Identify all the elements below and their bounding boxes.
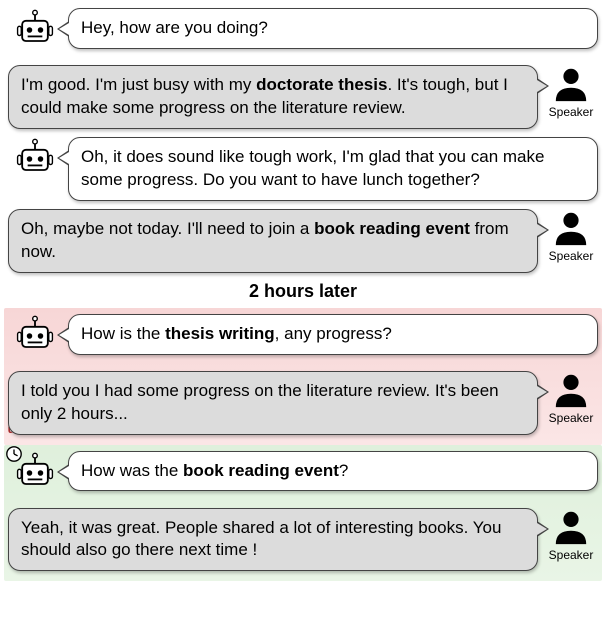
variant-time-unaware: Time unaware ✗ How is the thesis writing…: [4, 308, 602, 445]
speaker-bubble: Yeah, it was great. People shared a lot …: [8, 508, 538, 572]
speaker-bubble: Oh, maybe not today. I'll need to join a…: [8, 209, 538, 273]
bubble-text: How was the book reading event?: [81, 461, 348, 480]
turn-row: Oh, it does sound like tough work, I'm g…: [8, 137, 598, 201]
turn-row: Hey, how are you doing?: [8, 8, 598, 57]
variant-time-aware: Time aware ✓ How was the book reading ev…: [4, 445, 602, 582]
bot-avatar: [8, 451, 62, 500]
speaker-avatar: Speaker: [544, 65, 598, 119]
bot-avatar: [8, 8, 62, 57]
person-icon: [552, 209, 590, 247]
robot-icon: [13, 137, 57, 181]
speaker-label: Speaker: [549, 411, 594, 425]
speaker-label: Speaker: [549, 105, 594, 119]
bot-avatar: [8, 314, 62, 363]
turn-row: Speaker Yeah, it was great. People share…: [8, 508, 598, 572]
speaker-avatar: Speaker: [544, 209, 598, 263]
bubble-text: Hey, how are you doing?: [81, 18, 268, 37]
turn-row: Speaker I told you I had some progress o…: [8, 371, 598, 435]
bubble-text: Yeah, it was great. People shared a lot …: [21, 518, 501, 560]
turn-row: How was the book reading event?: [8, 451, 598, 500]
bubble-text: Oh, maybe not today. I'll need to join a…: [21, 219, 509, 261]
speaker-label: Speaker: [549, 249, 594, 263]
dialogue-main: Hey, how are you doing? Speaker I'm good…: [8, 8, 598, 273]
bot-bubble: How was the book reading event?: [68, 451, 598, 492]
bot-bubble: Oh, it does sound like tough work, I'm g…: [68, 137, 598, 201]
speaker-bubble: I told you I had some progress on the li…: [8, 371, 538, 435]
speaker-avatar: Speaker: [544, 371, 598, 425]
time-gap-label: 2 hours later: [8, 281, 598, 302]
person-icon: [552, 65, 590, 103]
speaker-bubble: I'm good. I'm just busy with my doctorat…: [8, 65, 538, 129]
speaker-label: Speaker: [549, 548, 594, 562]
bubble-text: Oh, it does sound like tough work, I'm g…: [81, 147, 544, 189]
bot-avatar: [8, 137, 62, 186]
robot-icon: [13, 314, 57, 358]
turn-row: Speaker Oh, maybe not today. I'll need t…: [8, 209, 598, 273]
bot-bubble: How is the thesis writing, any progress?: [68, 314, 598, 355]
bot-bubble: Hey, how are you doing?: [68, 8, 598, 49]
turn-row: How is the thesis writing, any progress?: [8, 314, 598, 363]
person-icon: [552, 508, 590, 546]
person-icon: [552, 371, 590, 409]
bubble-text: How is the thesis writing, any progress?: [81, 324, 392, 343]
robot-icon: [13, 8, 57, 52]
bubble-text: I'm good. I'm just busy with my doctorat…: [21, 75, 508, 117]
clock-icon: [5, 445, 23, 463]
turn-row: Speaker I'm good. I'm just busy with my …: [8, 65, 598, 129]
bubble-text: I told you I had some progress on the li…: [21, 381, 499, 423]
speaker-avatar: Speaker: [544, 508, 598, 562]
